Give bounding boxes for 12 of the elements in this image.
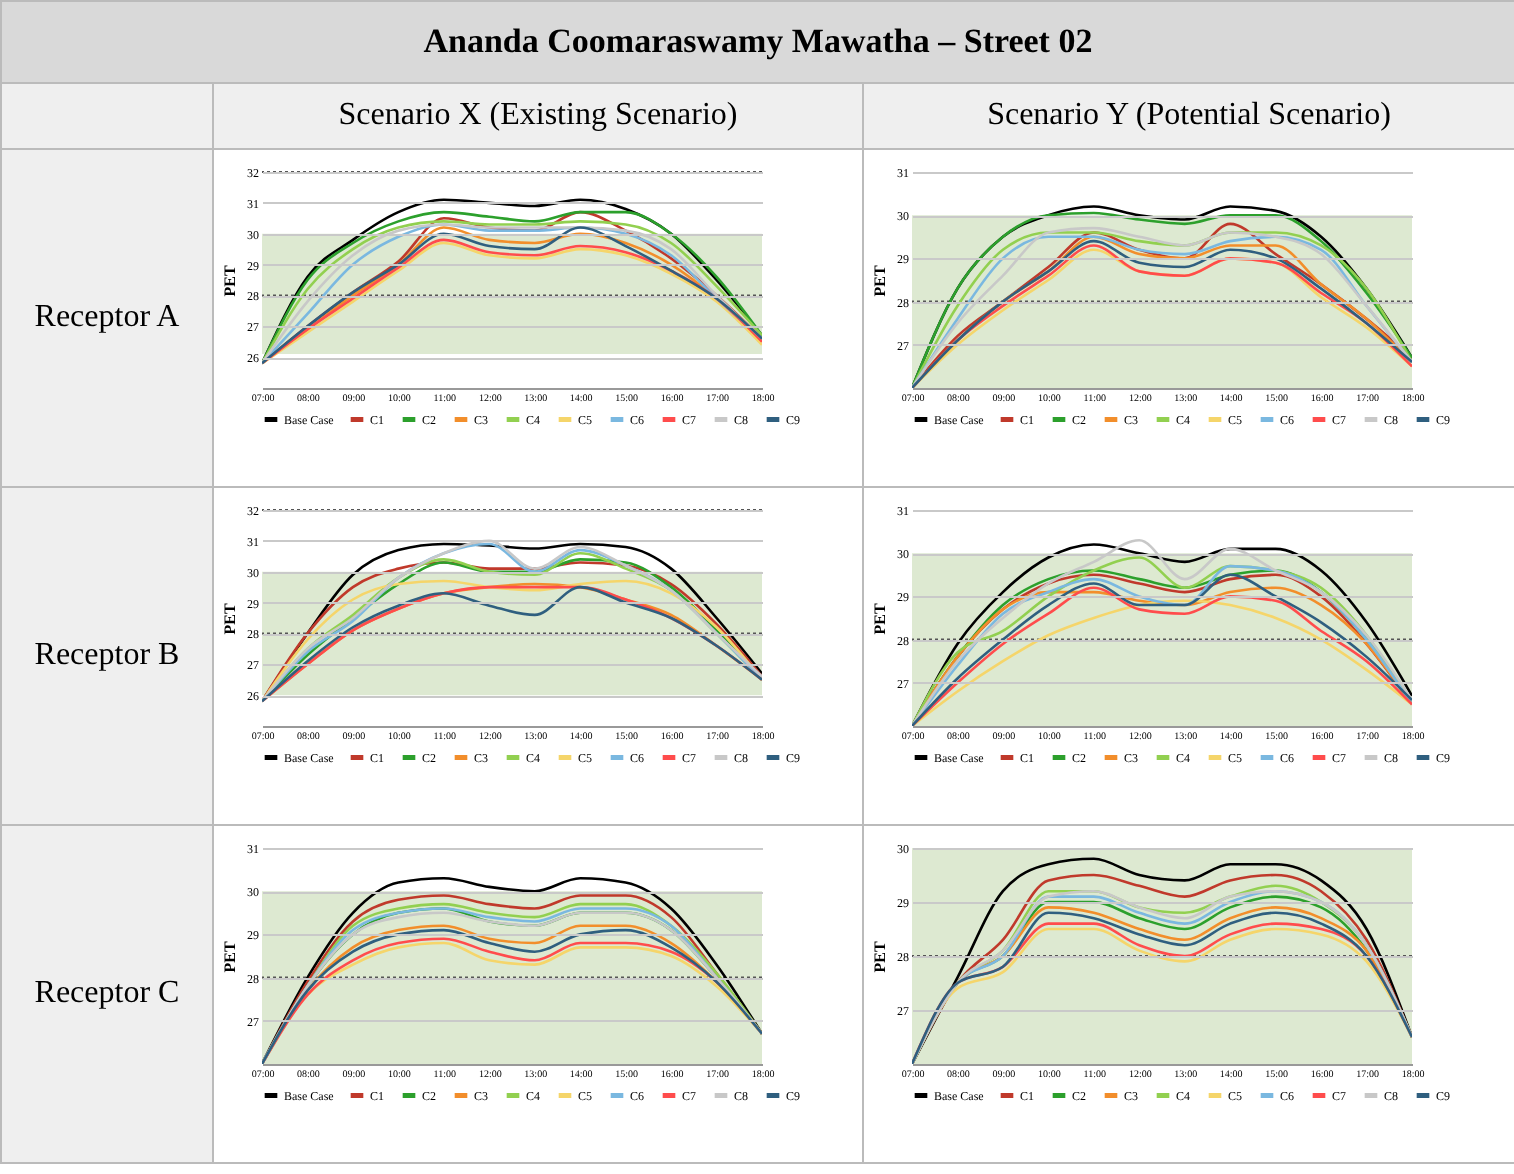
y-axis-title: PET bbox=[221, 940, 239, 973]
y-axis-title: PET bbox=[221, 602, 239, 635]
y-axis-title: PET bbox=[871, 940, 889, 973]
text: Receptor B bbox=[1, 487, 213, 825]
chart-subtitle: Scenario Y (Potential Scenario) bbox=[863, 83, 1514, 149]
text: Receptor A bbox=[1, 149, 213, 487]
y-axis-title: PET bbox=[871, 602, 889, 635]
chart-subtitle: Scenario X (Existing Scenario) bbox=[213, 83, 863, 149]
y-axis-title: PET bbox=[221, 264, 239, 297]
chart-title: Ananda Coomaraswamy Mawatha – Street 02 bbox=[1, 1, 1514, 83]
text: Receptor C bbox=[1, 825, 213, 1163]
y-axis-title: PET bbox=[871, 264, 889, 297]
